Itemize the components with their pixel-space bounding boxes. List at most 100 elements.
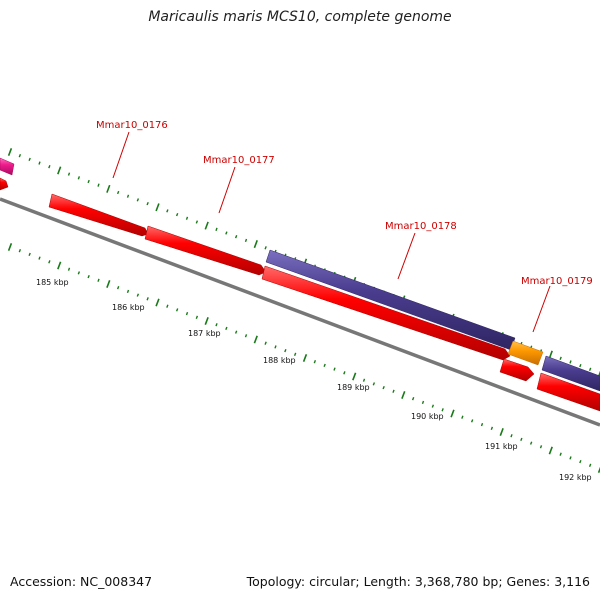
minor-tick — [569, 360, 572, 364]
minor-tick — [215, 227, 218, 232]
major-tick — [106, 280, 111, 288]
minor-tick — [431, 404, 435, 408]
gene-arrow[interactable] — [0, 177, 9, 191]
minor-tick — [588, 367, 592, 371]
minor-tick — [234, 330, 238, 334]
gene-label[interactable]: Mmar10_0179 — [521, 276, 593, 287]
minor-tick — [569, 456, 572, 460]
minor-tick — [146, 201, 149, 206]
minor-tick — [28, 252, 31, 257]
minor-tick — [146, 297, 149, 301]
minor-tick — [87, 274, 90, 279]
minor-tick — [185, 311, 189, 316]
major-tick — [204, 221, 209, 230]
minor-tick — [97, 183, 100, 187]
minor-tick — [77, 176, 81, 180]
minor-tick — [67, 172, 71, 176]
minor-tick — [372, 382, 376, 386]
minor-tick — [293, 352, 297, 356]
gene-label[interactable]: Mmar10_0178 — [385, 221, 457, 232]
scale-label: 186 kbp — [112, 303, 145, 312]
minor-tick — [234, 235, 238, 239]
major-tick — [253, 335, 258, 344]
map-title: Maricaulis maris MCS10, complete genome — [148, 9, 452, 25]
minor-tick — [126, 194, 130, 198]
gene-label[interactable]: Mmar10_0176 — [96, 120, 168, 131]
minor-tick — [67, 267, 71, 271]
minor-tick — [274, 345, 277, 349]
accession-text: Accession: NC_008347 — [10, 574, 153, 589]
minor-tick — [559, 452, 562, 456]
scale-label: 192 kbp — [559, 473, 592, 482]
minor-tick — [284, 348, 287, 353]
leader-line — [397, 232, 416, 280]
minor-tick — [520, 437, 523, 442]
minor-tick — [333, 367, 336, 371]
minor-tick — [264, 341, 267, 345]
major-tick — [352, 372, 357, 381]
minor-tick — [244, 334, 248, 338]
leader-line — [532, 285, 551, 333]
major-tick — [57, 166, 62, 175]
major-tick — [450, 409, 455, 418]
minor-tick — [48, 165, 51, 169]
minor-tick — [539, 445, 543, 449]
minor-tick — [343, 371, 346, 375]
minor-tick — [411, 397, 415, 401]
gene-arrow[interactable] — [499, 358, 535, 382]
gene-arrow[interactable] — [0, 157, 15, 176]
minor-tick — [18, 154, 22, 158]
minor-tick — [510, 434, 513, 438]
minor-tick — [225, 231, 228, 235]
genome-backbone — [0, 197, 600, 427]
minor-tick — [264, 246, 267, 250]
minor-tick — [116, 190, 120, 195]
gene-arrow-mmar10-0178[interactable] — [265, 249, 516, 351]
gene-arrow[interactable] — [536, 372, 600, 412]
minor-tick — [175, 212, 179, 217]
gene-label[interactable]: Mmar10_0177 — [203, 155, 275, 166]
minor-tick — [77, 271, 81, 275]
minor-tick — [588, 463, 592, 467]
gene-label-leaders — [112, 131, 551, 333]
minor-tick — [362, 378, 366, 382]
minor-tick — [313, 360, 317, 364]
major-tick — [204, 317, 209, 325]
scale-labels: 185 kbp 186 kbp 187 kbp 188 kbp 189 kbp … — [36, 278, 592, 482]
minor-tick — [244, 238, 248, 243]
major-tick — [106, 184, 111, 193]
minor-tick — [480, 422, 484, 427]
leader-line — [218, 166, 236, 214]
gene-arrow[interactable] — [541, 355, 600, 392]
minor-tick — [136, 293, 140, 297]
minor-tick — [195, 220, 199, 224]
gene-track — [0, 157, 600, 412]
major-tick — [597, 466, 600, 473]
gene-arrow[interactable] — [261, 265, 511, 361]
minor-tick — [28, 157, 31, 162]
minor-tick — [441, 408, 444, 412]
minor-tick — [323, 363, 326, 368]
genome-summary-text: Topology: circular; Length: 3,368,780 bp… — [246, 574, 590, 589]
minor-tick — [116, 286, 120, 290]
minor-tick — [126, 289, 130, 294]
gene-arrow-mmar10-0179[interactable] — [507, 340, 544, 366]
minor-tick — [225, 326, 228, 331]
major-tick — [155, 203, 160, 212]
scale-label: 191 kbp — [485, 442, 518, 451]
major-tick — [548, 446, 553, 455]
gene-arrow-mmar10-0176[interactable] — [48, 193, 149, 237]
scale-label: 188 kbp — [263, 356, 296, 365]
leader-line — [112, 131, 130, 179]
minor-tick — [38, 161, 41, 165]
minor-tick — [392, 389, 395, 393]
minor-tick — [470, 419, 474, 423]
minor-tick — [38, 256, 41, 260]
major-tick — [57, 261, 62, 270]
minor-tick — [87, 179, 90, 184]
minor-tick — [461, 415, 464, 419]
minor-tick — [579, 459, 582, 464]
major-tick — [401, 391, 406, 399]
gene-arrow-mmar10-0177[interactable] — [144, 225, 267, 276]
